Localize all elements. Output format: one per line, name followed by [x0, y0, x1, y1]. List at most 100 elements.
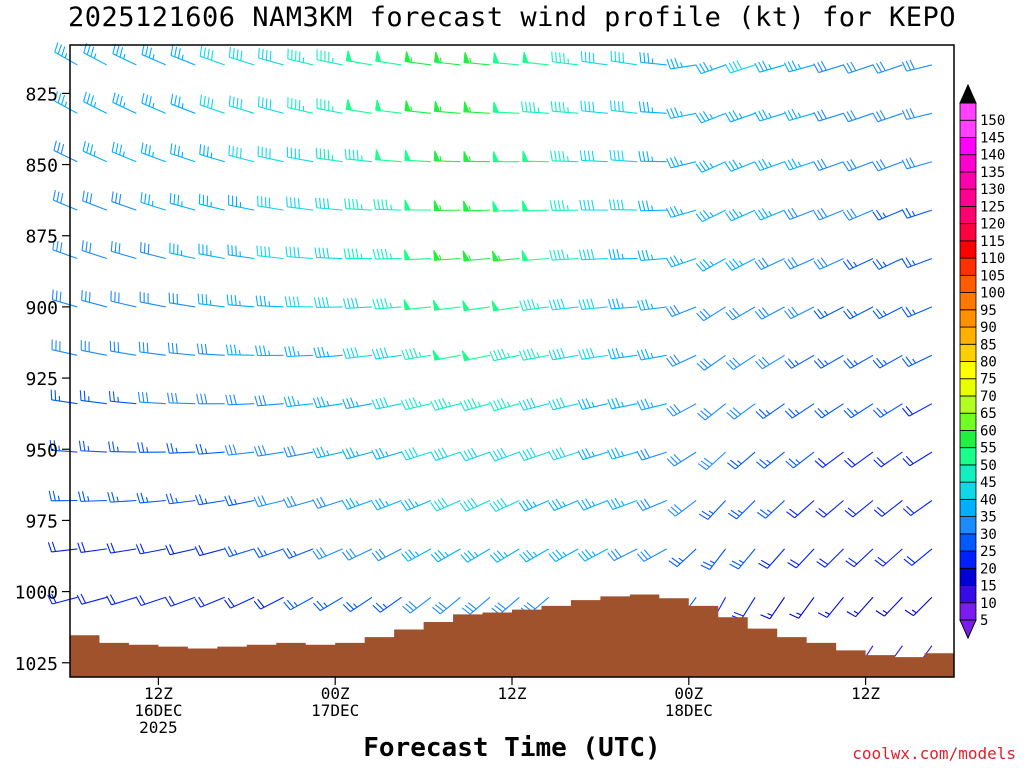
barb-staff: [51, 548, 78, 553]
barb-staff: [798, 596, 815, 619]
barb-flag: [227, 546, 234, 556]
barb-staff: [51, 449, 78, 453]
barb-flag: [401, 349, 406, 360]
barb-flag: [695, 263, 704, 272]
wind-barb: [404, 199, 431, 211]
barb-staff: [81, 299, 107, 308]
barb-staff: [318, 548, 343, 560]
barb-flag: [51, 289, 54, 300]
wind-barb: [344, 148, 373, 163]
barb-half-flag: [58, 445, 60, 451]
barb-flag: [199, 46, 203, 57]
barb-flag: [57, 44, 62, 55]
barb-staff: [730, 64, 756, 74]
wind-barb: [609, 149, 638, 163]
wind-barb: [112, 92, 137, 114]
barb-flag: [846, 358, 855, 367]
barb-flag: [846, 407, 855, 416]
wind-barb: [902, 451, 933, 467]
barb-flag: [297, 247, 300, 258]
barb-flag: [848, 557, 858, 565]
barb-flag: [283, 601, 291, 611]
barb-flag: [758, 562, 768, 569]
barb-flag: [78, 440, 82, 451]
wind-barb: [665, 304, 697, 318]
barb-staff: [228, 499, 255, 507]
barb-flag: [580, 51, 583, 62]
barb-flag: [522, 349, 528, 360]
barb-flag: [471, 447, 478, 458]
barb-half-flag: [768, 210, 773, 216]
barb-flag: [141, 392, 145, 403]
wind-barb: [814, 403, 844, 419]
barb-pennant: [463, 200, 470, 212]
barb-flag: [587, 150, 591, 161]
barb-flag: [371, 450, 378, 460]
wind-barb: [872, 110, 903, 123]
barb-staff: [641, 354, 667, 361]
barb-half-flag: [911, 260, 916, 266]
barb-flag: [195, 444, 200, 455]
barb-flag: [265, 49, 268, 61]
barb-flag: [555, 52, 558, 63]
barb-staff: [230, 596, 255, 609]
colorbar-label: 135: [980, 165, 1005, 181]
barb-staff: [199, 253, 225, 260]
barb-staff: [740, 596, 756, 620]
barb-flag: [754, 62, 761, 73]
barb-flag: [256, 245, 259, 256]
barb-half-flag: [767, 612, 773, 616]
barb-flag: [119, 47, 124, 58]
barb-flag: [375, 348, 381, 359]
barb-half-flag: [566, 205, 569, 211]
barb-flag: [210, 98, 214, 109]
barb-half-flag: [326, 400, 330, 406]
wind-barb: [873, 500, 903, 517]
barb-flag: [346, 398, 351, 408]
wind-barb: [726, 403, 756, 420]
wind-barb: [754, 208, 785, 221]
barb-flag: [240, 148, 242, 159]
barb-staff: [316, 107, 343, 114]
barb-staff: [640, 111, 667, 114]
barb-flag: [194, 598, 202, 608]
wind-barb: [375, 99, 402, 114]
barb-flag: [754, 111, 761, 122]
barb-flag: [408, 601, 417, 609]
barb-flag: [761, 356, 770, 366]
barb-staff: [82, 150, 108, 163]
barb-staff: [611, 306, 638, 310]
barb-staff: [878, 306, 903, 320]
barb-flag: [319, 547, 327, 557]
barb-staff: [81, 596, 107, 605]
barb-staff: [199, 153, 225, 163]
wind-barb: [282, 495, 314, 509]
barb-flag: [171, 342, 174, 354]
barb-flag: [240, 50, 243, 61]
barb-flag: [354, 347, 359, 358]
wind-barb: [53, 91, 78, 114]
barb-flag: [905, 60, 912, 71]
wind-barb: [842, 208, 874, 221]
wind-barb: [489, 447, 520, 462]
barb-flag: [872, 161, 879, 172]
barb-flag: [463, 450, 470, 460]
barb-flag: [820, 257, 828, 267]
wind-barb: [903, 548, 933, 566]
wind-barb: [698, 500, 727, 520]
barb-flag: [165, 493, 170, 504]
wind-barb: [842, 110, 874, 123]
barb-half-flag: [439, 254, 442, 260]
wind-barb: [463, 151, 490, 163]
barb-half-flag: [151, 200, 154, 206]
barb-flag: [229, 344, 233, 355]
barb-staff: [375, 208, 402, 211]
wind-barb: [580, 100, 608, 114]
barb-flag: [671, 557, 681, 565]
barb-flag: [376, 248, 381, 260]
color-swatch: [959, 481, 977, 500]
wind-barb: [194, 545, 225, 557]
barb-flag: [350, 397, 355, 408]
barb-half-flag: [439, 106, 442, 112]
